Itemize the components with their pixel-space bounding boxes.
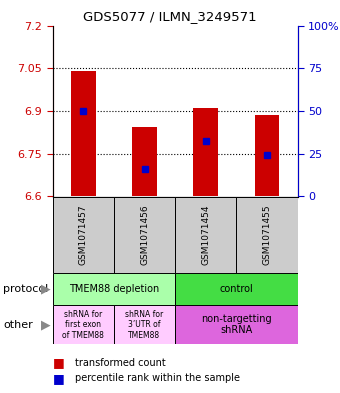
Text: GSM1071457: GSM1071457 [79, 204, 88, 265]
Bar [114, 305, 175, 344]
Text: non-targetting
shRNA: non-targetting shRNA [201, 314, 272, 335]
Bar [193, 108, 218, 196]
Bar [175, 305, 298, 344]
Text: TMEM88 depletion: TMEM88 depletion [69, 284, 159, 294]
Bar [114, 196, 175, 273]
Text: GSM1071455: GSM1071455 [262, 204, 271, 265]
Bar [53, 273, 175, 305]
Text: GSM1071456: GSM1071456 [140, 204, 149, 265]
Text: ▶: ▶ [41, 283, 51, 296]
Text: ▶: ▶ [41, 318, 51, 331]
Bar [175, 196, 236, 273]
Text: protocol: protocol [3, 284, 49, 294]
Bar [71, 71, 96, 196]
Bar [236, 196, 298, 273]
Bar [53, 305, 114, 344]
Text: GDS5077 / ILMN_3249571: GDS5077 / ILMN_3249571 [83, 10, 257, 23]
Text: transformed count: transformed count [75, 358, 166, 368]
Text: other: other [3, 320, 33, 330]
Bar [175, 273, 298, 305]
Text: shRNA for
first exon
of TMEM88: shRNA for first exon of TMEM88 [62, 310, 104, 340]
Bar [132, 127, 157, 196]
Bar [255, 115, 279, 196]
Bar [53, 196, 114, 273]
Text: ■: ■ [53, 372, 65, 385]
Text: shRNA for
3’UTR of
TMEM88: shRNA for 3’UTR of TMEM88 [125, 310, 164, 340]
Text: GSM1071454: GSM1071454 [201, 205, 210, 265]
Text: percentile rank within the sample: percentile rank within the sample [75, 373, 240, 384]
Text: control: control [219, 284, 253, 294]
Text: ■: ■ [53, 356, 65, 369]
